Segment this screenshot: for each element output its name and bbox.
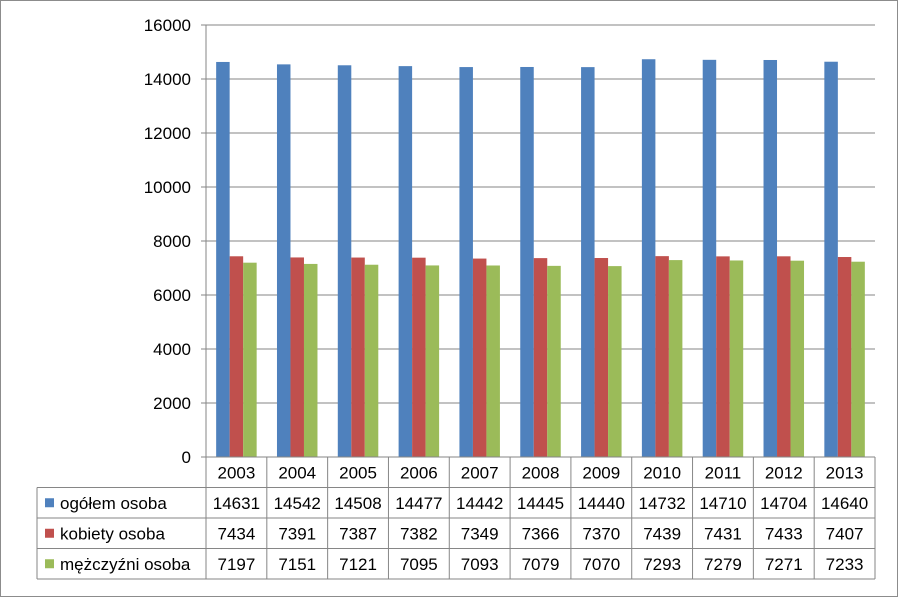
bar (824, 61, 838, 457)
y-tick-label: 0 (182, 448, 191, 467)
data-label: 7279 (704, 555, 742, 574)
bar (398, 66, 413, 457)
bar (412, 257, 426, 457)
bar (290, 257, 304, 457)
category-label: 2010 (643, 463, 681, 482)
bar (763, 59, 778, 457)
category-label: 2007 (461, 463, 499, 482)
data-label: 7366 (522, 524, 560, 543)
bar (716, 256, 730, 457)
legend-label: kobiety osoba (60, 524, 165, 543)
bar (229, 256, 244, 457)
bar (668, 260, 683, 457)
data-label: 7370 (582, 524, 620, 543)
y-tick-label: 4000 (153, 340, 191, 359)
data-label: 14508 (334, 494, 381, 513)
y-tick-label: 10000 (144, 178, 191, 197)
category-label: 2012 (765, 463, 803, 482)
bar (851, 261, 865, 457)
bar (303, 263, 318, 457)
data-label: 7197 (217, 555, 255, 574)
data-label: 14542 (274, 494, 321, 513)
data-label: 14442 (456, 494, 503, 513)
data-label: 7387 (339, 524, 377, 543)
bar (641, 59, 656, 458)
y-tick-label: 8000 (153, 232, 191, 251)
data-label: 14631 (213, 494, 260, 513)
bar (472, 258, 487, 457)
legend-label: mężczyźni osoba (60, 555, 191, 574)
category-label: 2005 (339, 463, 377, 482)
data-label: 7293 (643, 555, 681, 574)
bar (790, 260, 805, 457)
data-label: 7407 (826, 524, 864, 543)
category-label: 2009 (582, 463, 620, 482)
data-table: 2003 2004 2005 2006 2007 2008 2009 2010 2011 2012… (36, 456, 876, 580)
bar (777, 256, 791, 457)
y-tick-label: 14000 (144, 70, 191, 89)
y-tick-label: 12000 (144, 124, 191, 143)
bar (486, 265, 500, 457)
y-tick-label: 16000 (144, 16, 191, 35)
bar (425, 265, 440, 457)
bar (243, 262, 257, 457)
data-label: 7070 (582, 555, 620, 574)
bar (702, 59, 717, 458)
data-label: 14440 (578, 494, 625, 513)
bar (520, 66, 534, 458)
category-label: 2013 (826, 463, 864, 482)
bar (594, 258, 609, 457)
bar (655, 256, 669, 457)
category-label: 2006 (400, 463, 438, 482)
data-label: 7439 (643, 524, 681, 543)
bar (337, 65, 352, 457)
legend-label: ogółem osoba (60, 494, 167, 513)
data-label: 7095 (400, 555, 438, 574)
category-label: 2011 (705, 463, 742, 482)
data-label: 14445 (517, 494, 564, 513)
data-label: 7079 (522, 555, 560, 574)
bar (216, 61, 230, 457)
bar (581, 67, 595, 458)
bar (364, 264, 379, 457)
bar (837, 257, 852, 457)
category-label: 2004 (278, 463, 316, 482)
data-label: 7233 (826, 555, 864, 574)
bar (351, 257, 365, 457)
data-label: 14732 (638, 494, 685, 513)
category-label: 2003 (217, 463, 255, 482)
data-label: 14704 (760, 494, 807, 513)
data-label: 14710 (699, 494, 746, 513)
bar (608, 266, 622, 457)
data-label: 7151 (278, 555, 316, 574)
data-label: 7121 (339, 555, 377, 574)
category-label: 2008 (522, 463, 560, 482)
legend-swatch (45, 498, 54, 508)
y-tick-label: 6000 (153, 286, 191, 305)
legend-swatch (45, 559, 54, 569)
bar (533, 258, 548, 457)
data-label: 7391 (278, 524, 316, 543)
legend-swatch (45, 528, 54, 538)
bar (729, 260, 744, 457)
data-label: 7349 (461, 524, 499, 543)
y-axis: 0 2000 4000 6000 8000 10000 12000 14000 16000 (144, 16, 207, 467)
data-label: 7271 (765, 555, 803, 574)
bar (276, 64, 291, 457)
bars (216, 59, 865, 458)
data-label: 7434 (217, 524, 255, 543)
data-label: 7431 (704, 524, 742, 543)
bar (459, 67, 473, 457)
data-label: 7093 (461, 555, 499, 574)
y-tick-label: 2000 (153, 394, 191, 413)
data-label: 7433 (765, 524, 803, 543)
bar (547, 265, 561, 457)
data-label: 14477 (395, 494, 442, 513)
data-label: 14640 (821, 494, 868, 513)
data-label: 7382 (400, 524, 438, 543)
